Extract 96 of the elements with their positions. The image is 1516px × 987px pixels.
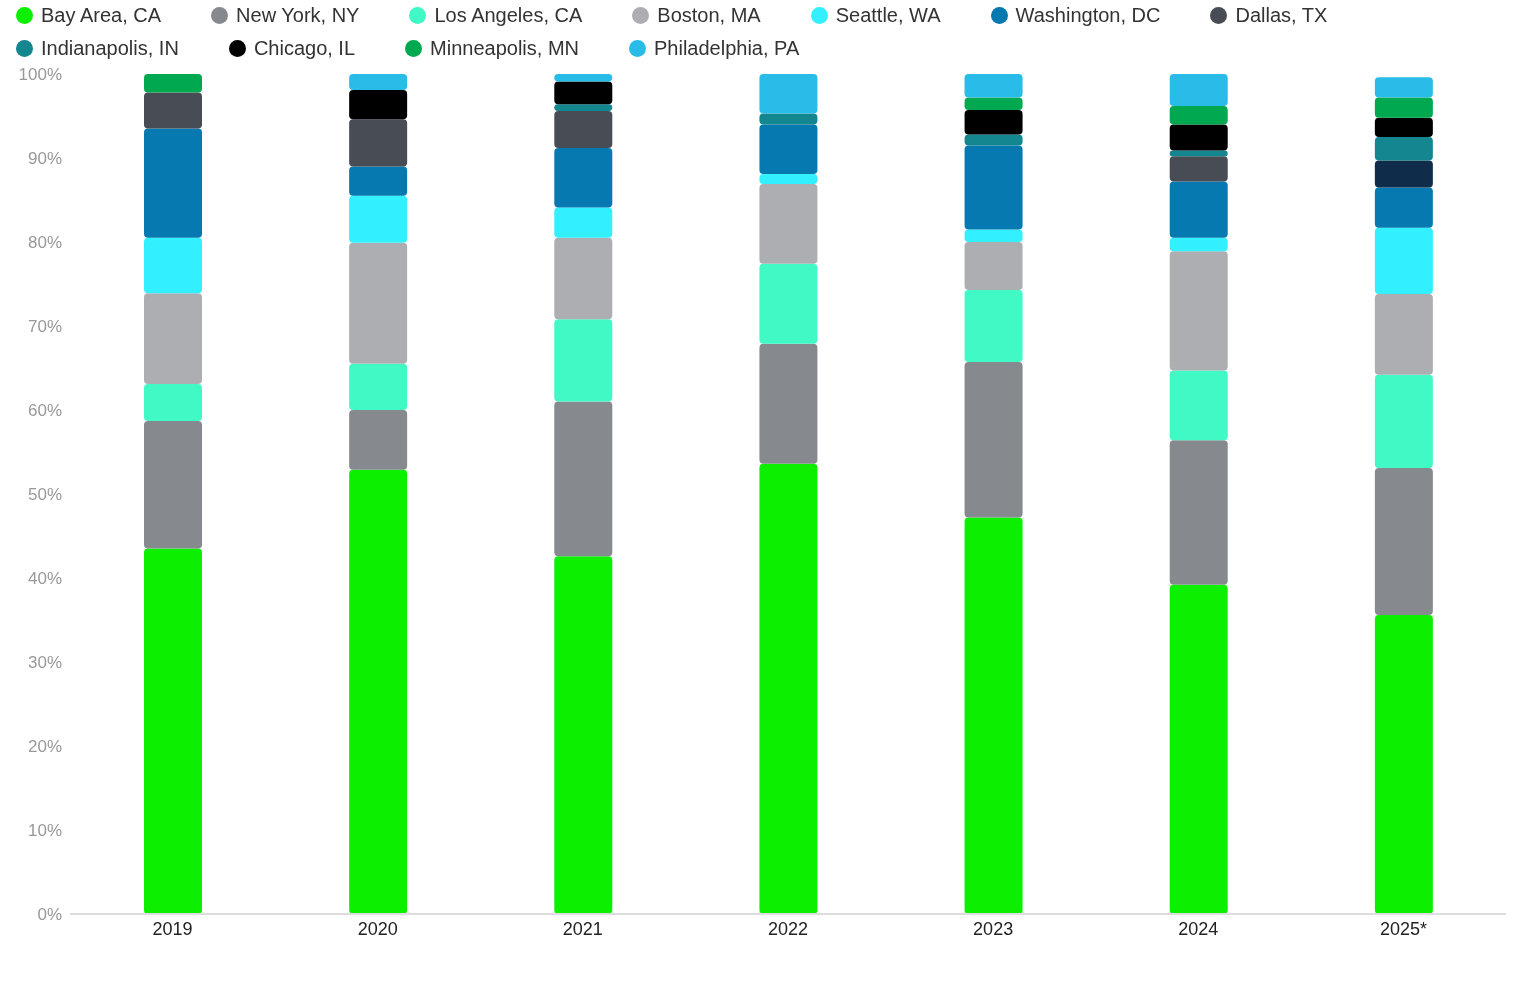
bar [1374, 160, 1433, 188]
x-tick-label: 2021 [562, 918, 603, 939]
bar [759, 74, 818, 114]
x-tick-label: 2025* [1379, 918, 1427, 939]
bar [759, 463, 818, 914]
bar [349, 410, 408, 470]
y-tick-label: 60% [27, 401, 62, 421]
y-tick-label: 50% [27, 485, 62, 505]
bar [1374, 614, 1433, 914]
bar [1374, 137, 1433, 161]
bar [554, 81, 613, 105]
bar [964, 110, 1023, 135]
bar [964, 362, 1023, 518]
bar [964, 517, 1023, 914]
legend-label: New York, NY [236, 4, 360, 27]
bar [554, 74, 613, 82]
legend-label: Dallas, TX [1235, 4, 1328, 27]
legend-label: Los Angeles, CA [434, 4, 583, 27]
y-tick-label: 90% [27, 149, 62, 169]
bar [1374, 227, 1433, 295]
bar [349, 89, 408, 120]
x-tick-label: 2020 [357, 918, 398, 939]
bar [144, 420, 202, 549]
bar [1169, 237, 1228, 252]
bar [554, 401, 613, 557]
bar [759, 173, 818, 185]
legend-label: Chicago, IL [253, 37, 356, 60]
bar [1169, 105, 1228, 125]
y-tick-label: 100% [18, 65, 62, 85]
y-tick-label: 40% [27, 569, 62, 589]
bar [1169, 370, 1228, 441]
legend-label: Indianapolis, IN [41, 37, 179, 60]
legend-label: Minneapolis, MN [430, 37, 579, 60]
y-tick-label: 30% [27, 653, 62, 673]
bar [1374, 187, 1433, 228]
bar [1169, 124, 1228, 151]
bar [144, 293, 202, 384]
bar [554, 110, 613, 148]
legend-label: Philadelphia, PA [654, 37, 800, 60]
x-tick-label: 2022 [767, 918, 809, 939]
bar [349, 166, 408, 196]
bar [144, 237, 202, 294]
bar [1374, 294, 1433, 375]
bar [349, 119, 408, 167]
bar [349, 469, 408, 914]
legend-label: Bay Area, CA [41, 4, 162, 27]
x-tick-label: 2024 [1178, 918, 1219, 939]
bar [1374, 77, 1433, 98]
bar [349, 195, 408, 243]
bar [144, 548, 202, 914]
x-tick-label: 2019 [152, 918, 193, 939]
bar [144, 92, 202, 129]
bar [1169, 181, 1228, 238]
bar [1374, 467, 1433, 615]
bar [554, 319, 613, 402]
bar [349, 242, 408, 364]
bar [759, 343, 818, 464]
legend-label: Seattle, WA [835, 4, 941, 27]
bar [349, 74, 408, 90]
bar [964, 74, 1023, 98]
bar [964, 229, 1023, 242]
bar [964, 289, 1023, 363]
bar [554, 556, 613, 914]
bar [144, 128, 202, 238]
x-tick-label: 2023 [973, 918, 1014, 939]
bar [759, 113, 818, 125]
bar [759, 184, 818, 264]
bar [759, 124, 818, 174]
bar [144, 74, 202, 93]
bar [1169, 584, 1228, 914]
bar [964, 242, 1023, 290]
y-tick-label: 80% [27, 233, 62, 253]
bar [1169, 156, 1228, 182]
bar [554, 104, 613, 111]
bar [1374, 374, 1433, 468]
bar [1169, 440, 1228, 585]
bar [1374, 97, 1433, 118]
y-tick-label: 10% [27, 821, 62, 841]
legend-label: Boston, MA [657, 4, 761, 27]
bar [1169, 251, 1228, 371]
bar [1169, 150, 1228, 157]
bar [554, 147, 613, 208]
bar [554, 237, 613, 320]
bar [1374, 117, 1433, 137]
y-tick-label: 0% [37, 905, 62, 925]
bar [144, 383, 202, 421]
bar [349, 363, 408, 410]
bar [759, 263, 818, 344]
bar [964, 97, 1023, 111]
bar [964, 134, 1023, 146]
bar [964, 145, 1023, 230]
legend-label: Washington, DC [1015, 4, 1161, 27]
y-tick-label: 20% [27, 737, 62, 757]
y-tick-label: 70% [27, 317, 62, 337]
bar [1169, 74, 1228, 106]
bar [554, 207, 613, 238]
